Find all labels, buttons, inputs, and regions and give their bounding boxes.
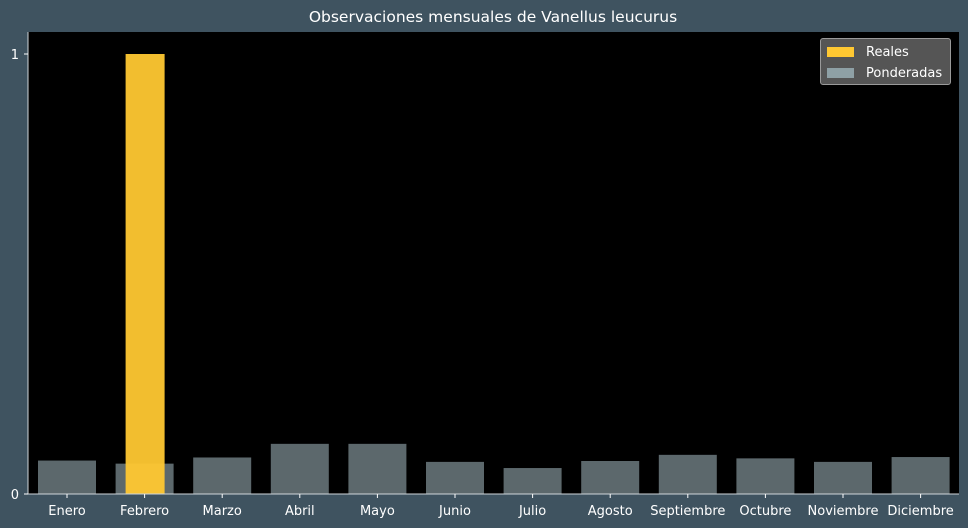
x-tick-label-julio: Julio [518,504,546,519]
legend-swatch-ponderadas [827,68,854,78]
x-tick-label-febrero: Febrero [120,504,169,519]
bar-ponderadas-abril [270,443,329,494]
x-tick-label-noviembre: Noviembre [808,504,879,519]
x-tick-label-mayo: Mayo [360,504,395,519]
bar-ponderadas-mayo [348,443,407,494]
x-tick-label-abril: Abril [285,504,315,519]
bar-ponderadas-diciembre [891,457,950,494]
legend-item-ponderadas: Ponderadas [827,65,942,81]
x-tick-label-agosto: Agosto [588,504,633,519]
legend: Reales Ponderadas [820,38,951,85]
bar-ponderadas-enero [38,460,96,494]
x-tick-label-enero: Enero [48,504,86,519]
y-tick-label-0: 0 [11,488,19,503]
x-tick-label-junio: Junio [438,504,471,519]
bar-ponderadas-octubre [736,458,795,494]
chart-title: Observaciones mensuales de Vanellus leuc… [308,8,678,26]
legend-item-reales: Reales [827,44,909,60]
plot-area [28,32,959,494]
bar-ponderadas-marzo [193,457,252,494]
x-tick-label-septiembre: Septiembre [650,504,725,519]
y-tick-label-1: 1 [11,48,19,63]
legend-swatch-reales [827,47,854,57]
x-tick-label-diciembre: Diciembre [887,504,953,519]
bar-ponderadas-julio [503,468,562,494]
x-tick-label-marzo: Marzo [203,504,242,519]
bar-ponderadas-agosto [581,461,640,494]
legend-label-reales: Reales [866,44,909,60]
bar-ponderadas-junio [426,461,484,494]
bar-reales-febrero [125,54,165,494]
x-tick-label-octubre: Octubre [739,504,791,519]
bar-ponderadas-noviembre [814,461,872,494]
legend-label-ponderadas: Ponderadas [866,65,943,81]
bar-ponderadas-septiembre [658,454,717,494]
